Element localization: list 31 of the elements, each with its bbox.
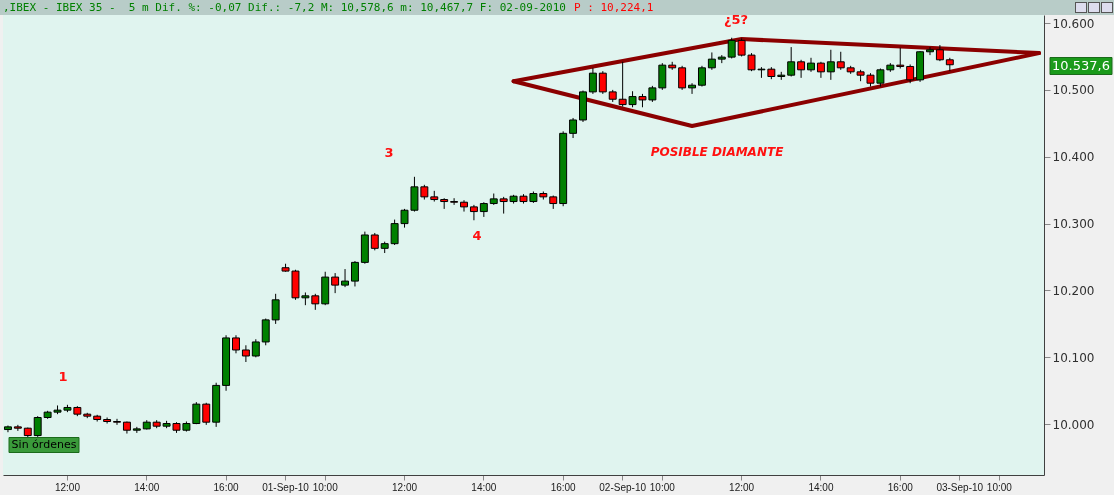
annotation: 3 xyxy=(384,145,394,160)
y-tick-label: 10.300 xyxy=(1052,217,1095,232)
y-tick-label: 10.100 xyxy=(1052,350,1095,365)
y-tick-label: 10.500 xyxy=(1052,83,1095,98)
x-tick-label: 16:00 xyxy=(213,481,240,493)
annotation: Sin órdenes xyxy=(11,438,77,451)
annotation: ¿5? xyxy=(723,12,749,27)
x-tick-label: 10:00 xyxy=(312,481,339,493)
y-tick-label: 10.400 xyxy=(1052,150,1095,165)
x-tick-label: 16:00 xyxy=(550,481,577,493)
x-tick-label: 12:00 xyxy=(729,481,755,493)
x-tick-label: 12:00 xyxy=(54,481,81,493)
x-tick-label: 14:00 xyxy=(471,481,497,493)
x-tick-label: 14:00 xyxy=(134,481,160,493)
x-tick-label: 02-Sep-10 xyxy=(599,481,647,493)
x-tick-label: 10:00 xyxy=(986,481,1013,493)
x-tick-label: 14:00 xyxy=(808,481,834,493)
annotation: 4 xyxy=(472,228,482,243)
y-tick-label: 10.000 xyxy=(1052,417,1095,432)
annotation: 1 xyxy=(58,369,68,384)
y-tick-label: 10.200 xyxy=(1052,283,1095,298)
x-tick-label: 12:00 xyxy=(392,481,418,493)
y-tick-label: 10.600 xyxy=(1052,16,1095,31)
text: 10.537,6 xyxy=(1052,58,1110,73)
annotation: POSIBLE DIAMANTE xyxy=(650,145,785,159)
x-tick-label: 03-Sep-10 xyxy=(936,481,984,493)
x-tick-label: 16:00 xyxy=(887,481,914,493)
x-tick-label: 10:00 xyxy=(649,481,676,493)
chart-title: ,IBEX - IBEX 35 - 5 m Dif. %: -0,07 Dif.: -7,2 M: 10,578,6 m: 10,467,7 F: 02-09-2010 xyxy=(3,1,566,14)
chart-subtitle: P : 10,224,1 xyxy=(573,1,654,14)
x-tick-label: 01-Sep-10 xyxy=(262,481,310,493)
